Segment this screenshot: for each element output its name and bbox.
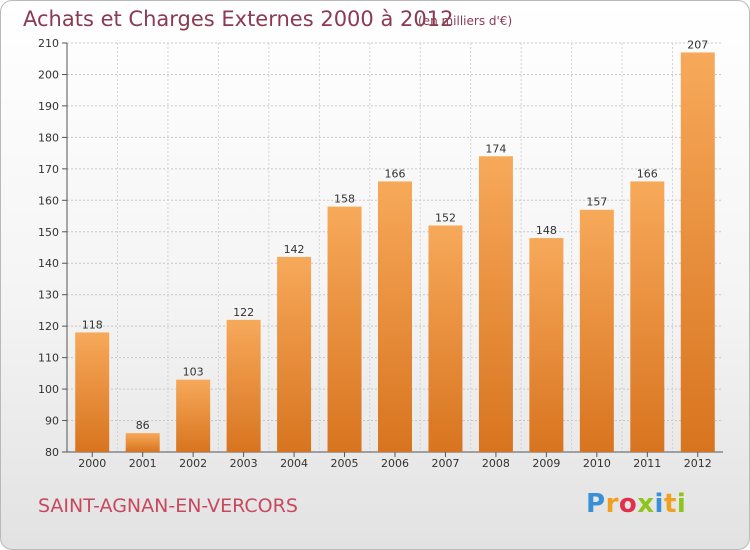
data-label: 152 [435, 211, 456, 224]
data-label: 207 [687, 38, 708, 51]
chart-title: Achats et Charges Externes 2000 à 2012 [23, 7, 454, 31]
data-label: 157 [586, 196, 607, 209]
labels: 118 2000 86 2001 103 2002 122 2003 142 2004 158 200… [78, 38, 712, 470]
x-tick-label: 2006 [381, 457, 409, 470]
y-tick-label: 120 [38, 320, 59, 333]
bar [579, 209, 614, 452]
x-tick-label: 2012 [684, 457, 712, 470]
y-tick-label: 170 [38, 163, 59, 176]
y-tick-label: 210 [38, 37, 59, 50]
bar [75, 332, 110, 452]
location-name: SAINT-AGNAN-EN-VERCORS [38, 495, 298, 517]
data-label: 158 [334, 193, 355, 206]
bar [378, 181, 412, 452]
y-tick-label: 100 [38, 383, 59, 396]
bar [277, 256, 312, 452]
y-tick-label: 150 [38, 226, 59, 239]
bars [75, 52, 715, 452]
data-label: 142 [284, 243, 305, 256]
bar [428, 225, 463, 452]
y-tick-label: 160 [38, 194, 59, 207]
data-label: 86 [136, 419, 150, 432]
x-tick-label: 2004 [280, 457, 308, 470]
x-tick-label: 2001 [129, 457, 157, 470]
x-tick-label: 2003 [230, 457, 258, 470]
y-tick-label: 80 [45, 446, 59, 459]
bar [125, 433, 160, 452]
x-tick-label: 2005 [331, 457, 359, 470]
bar [478, 156, 513, 452]
y-tick-label: 180 [38, 131, 59, 144]
x-tick-label: 2008 [482, 457, 510, 470]
data-label: 148 [536, 224, 557, 237]
x-tick-label: 2011 [633, 457, 661, 470]
y-tick-label: 110 [38, 352, 59, 365]
data-label: 122 [233, 306, 254, 319]
y-tick-label: 140 [38, 257, 59, 270]
proxiti-logo: Proxiti [586, 489, 687, 519]
data-label: 118 [82, 318, 103, 331]
bar [680, 52, 715, 452]
data-label: 103 [183, 366, 204, 379]
bar [176, 379, 211, 452]
x-tick-label: 2009 [532, 457, 560, 470]
bar [327, 206, 362, 452]
y-tick-label: 200 [38, 68, 59, 81]
data-label: 166 [385, 167, 406, 180]
bar [630, 181, 665, 452]
data-label: 174 [485, 142, 506, 155]
y-tick-label: 90 [45, 415, 59, 428]
y-tick-label: 130 [38, 289, 59, 302]
x-tick-label: 2010 [583, 457, 611, 470]
bar [226, 319, 261, 452]
bar [529, 238, 564, 452]
chart-subtitle: (en milliers d'€) [418, 14, 513, 28]
x-tick-label: 2007 [431, 457, 459, 470]
data-label: 166 [637, 167, 658, 180]
x-tick-label: 2002 [179, 457, 207, 470]
y-tick-label: 190 [38, 100, 59, 113]
x-tick-label: 2000 [78, 457, 106, 470]
